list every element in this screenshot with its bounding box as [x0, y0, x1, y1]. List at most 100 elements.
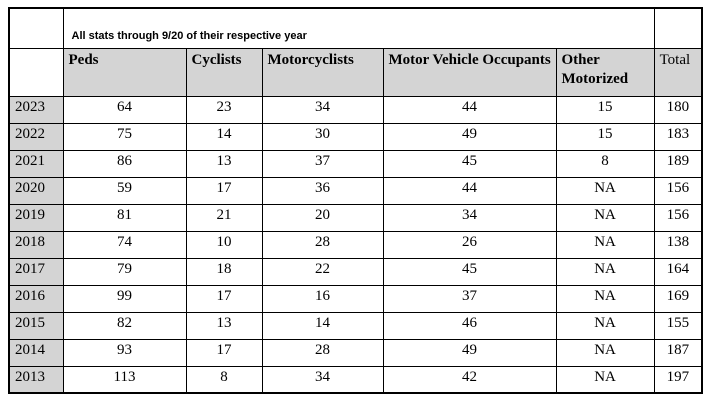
- note-row: All stats through 9/20 of their respecti…: [8, 7, 703, 49]
- motor-vehicle-occupants-cell: 37: [382, 284, 557, 313]
- year-cell: 2023: [8, 95, 64, 124]
- table-row-2020: 2020 59 17 36 44 NA 156: [8, 176, 703, 205]
- motor-vehicle-occupants-cell: 42: [382, 365, 557, 394]
- other-motorized-cell: NA: [555, 257, 655, 286]
- peds-cell: 99: [62, 284, 187, 313]
- year-cell: 2013: [8, 365, 64, 394]
- motor-vehicle-occupants-cell: 44: [382, 176, 557, 205]
- year-cell: 2015: [8, 311, 64, 340]
- cyclists-cell: 18: [185, 257, 263, 286]
- other-motorized-cell: NA: [555, 365, 655, 394]
- motorcyclists-cell: 20: [261, 203, 384, 232]
- other-motorized-cell: NA: [555, 176, 655, 205]
- column-header-other-motorized: Other Motorized: [555, 47, 655, 97]
- total-cell: 155: [653, 311, 703, 340]
- peds-cell: 79: [62, 257, 187, 286]
- other-motorized-cell: 15: [555, 95, 655, 124]
- table-row-2014: 2014 93 17 28 49 NA 187: [8, 338, 703, 367]
- table-note: All stats through 9/20 of their respecti…: [62, 7, 655, 49]
- year-cell: 2016: [8, 284, 64, 313]
- motorcyclists-cell: 36: [261, 176, 384, 205]
- peds-cell: 64: [62, 95, 187, 124]
- total-cell: 197: [653, 365, 703, 394]
- corner-cell-right: [653, 7, 703, 49]
- peds-cell: 86: [62, 149, 187, 178]
- total-cell: 156: [653, 176, 703, 205]
- cyclists-cell: 23: [185, 95, 263, 124]
- motorcyclists-cell: 28: [261, 230, 384, 259]
- cyclists-cell: 17: [185, 176, 263, 205]
- year-cell: 2022: [8, 122, 64, 151]
- motorcyclists-cell: 37: [261, 149, 384, 178]
- motorcyclists-cell: 34: [261, 95, 384, 124]
- peds-cell: 93: [62, 338, 187, 367]
- header-blank-cell: [8, 47, 64, 97]
- table-row-2015: 2015 82 13 14 46 NA 155: [8, 311, 703, 340]
- column-header-motor-vehicle-occupants: Motor Vehicle Occupants: [382, 47, 557, 97]
- motor-vehicle-occupants-cell: 26: [382, 230, 557, 259]
- column-header-peds: Peds: [62, 47, 187, 97]
- table-row-2023: 2023 64 23 34 44 15 180: [8, 95, 703, 124]
- year-cell: 2017: [8, 257, 64, 286]
- total-cell: 189: [653, 149, 703, 178]
- year-cell: 2021: [8, 149, 64, 178]
- motorcyclists-cell: 34: [261, 365, 384, 394]
- motor-vehicle-occupants-cell: 49: [382, 338, 557, 367]
- motor-vehicle-occupants-cell: 45: [382, 149, 557, 178]
- cyclists-cell: 14: [185, 122, 263, 151]
- other-motorized-cell: NA: [555, 311, 655, 340]
- cyclists-cell: 17: [185, 284, 263, 313]
- year-cell: 2019: [8, 203, 64, 232]
- total-cell: 138: [653, 230, 703, 259]
- year-cell: 2018: [8, 230, 64, 259]
- header-row: Peds Cyclists Motorcyclists Motor Vehicl…: [8, 47, 703, 97]
- total-cell: 156: [653, 203, 703, 232]
- motor-vehicle-occupants-cell: 34: [382, 203, 557, 232]
- column-header-cyclists: Cyclists: [185, 47, 263, 97]
- table-row-2021: 2021 86 13 37 45 8 189: [8, 149, 703, 178]
- total-cell: 183: [653, 122, 703, 151]
- other-motorized-cell: NA: [555, 203, 655, 232]
- other-motorized-cell: NA: [555, 338, 655, 367]
- corner-cell: [8, 7, 64, 49]
- other-motorized-cell: 15: [555, 122, 655, 151]
- table-row-2013: 2013 113 8 34 42 NA 197: [8, 365, 703, 394]
- motor-vehicle-occupants-cell: 45: [382, 257, 557, 286]
- total-cell: 187: [653, 338, 703, 367]
- motorcyclists-cell: 22: [261, 257, 384, 286]
- column-header-total: Total: [653, 47, 703, 97]
- total-cell: 169: [653, 284, 703, 313]
- other-motorized-cell: NA: [555, 230, 655, 259]
- motorcyclists-cell: 14: [261, 311, 384, 340]
- peds-cell: 81: [62, 203, 187, 232]
- cyclists-cell: 10: [185, 230, 263, 259]
- table-row-2022: 2022 75 14 30 49 15 183: [8, 122, 703, 151]
- other-motorized-cell: 8: [555, 149, 655, 178]
- table-row-2017: 2017 79 18 22 45 NA 164: [8, 257, 703, 286]
- table-row-2018: 2018 74 10 28 26 NA 138: [8, 230, 703, 259]
- year-cell: 2020: [8, 176, 64, 205]
- other-motorized-cell: NA: [555, 284, 655, 313]
- peds-cell: 82: [62, 311, 187, 340]
- motor-vehicle-occupants-cell: 49: [382, 122, 557, 151]
- motorcyclists-cell: 16: [261, 284, 384, 313]
- yearly-stats-table: All stats through 9/20 of their respecti…: [8, 7, 704, 394]
- peds-cell: 74: [62, 230, 187, 259]
- peds-cell: 75: [62, 122, 187, 151]
- motorcyclists-cell: 28: [261, 338, 384, 367]
- motor-vehicle-occupants-cell: 46: [382, 311, 557, 340]
- peds-cell: 59: [62, 176, 187, 205]
- total-cell: 180: [653, 95, 703, 124]
- total-cell: 164: [653, 257, 703, 286]
- motorcyclists-cell: 30: [261, 122, 384, 151]
- peds-cell: 113: [62, 365, 187, 394]
- cyclists-cell: 13: [185, 149, 263, 178]
- cyclists-cell: 8: [185, 365, 263, 394]
- cyclists-cell: 21: [185, 203, 263, 232]
- motor-vehicle-occupants-cell: 44: [382, 95, 557, 124]
- table-row-2016: 2016 99 17 16 37 NA 169: [8, 284, 703, 313]
- cyclists-cell: 13: [185, 311, 263, 340]
- cyclists-cell: 17: [185, 338, 263, 367]
- column-header-motorcyclists: Motorcyclists: [261, 47, 384, 97]
- year-cell: 2014: [8, 338, 64, 367]
